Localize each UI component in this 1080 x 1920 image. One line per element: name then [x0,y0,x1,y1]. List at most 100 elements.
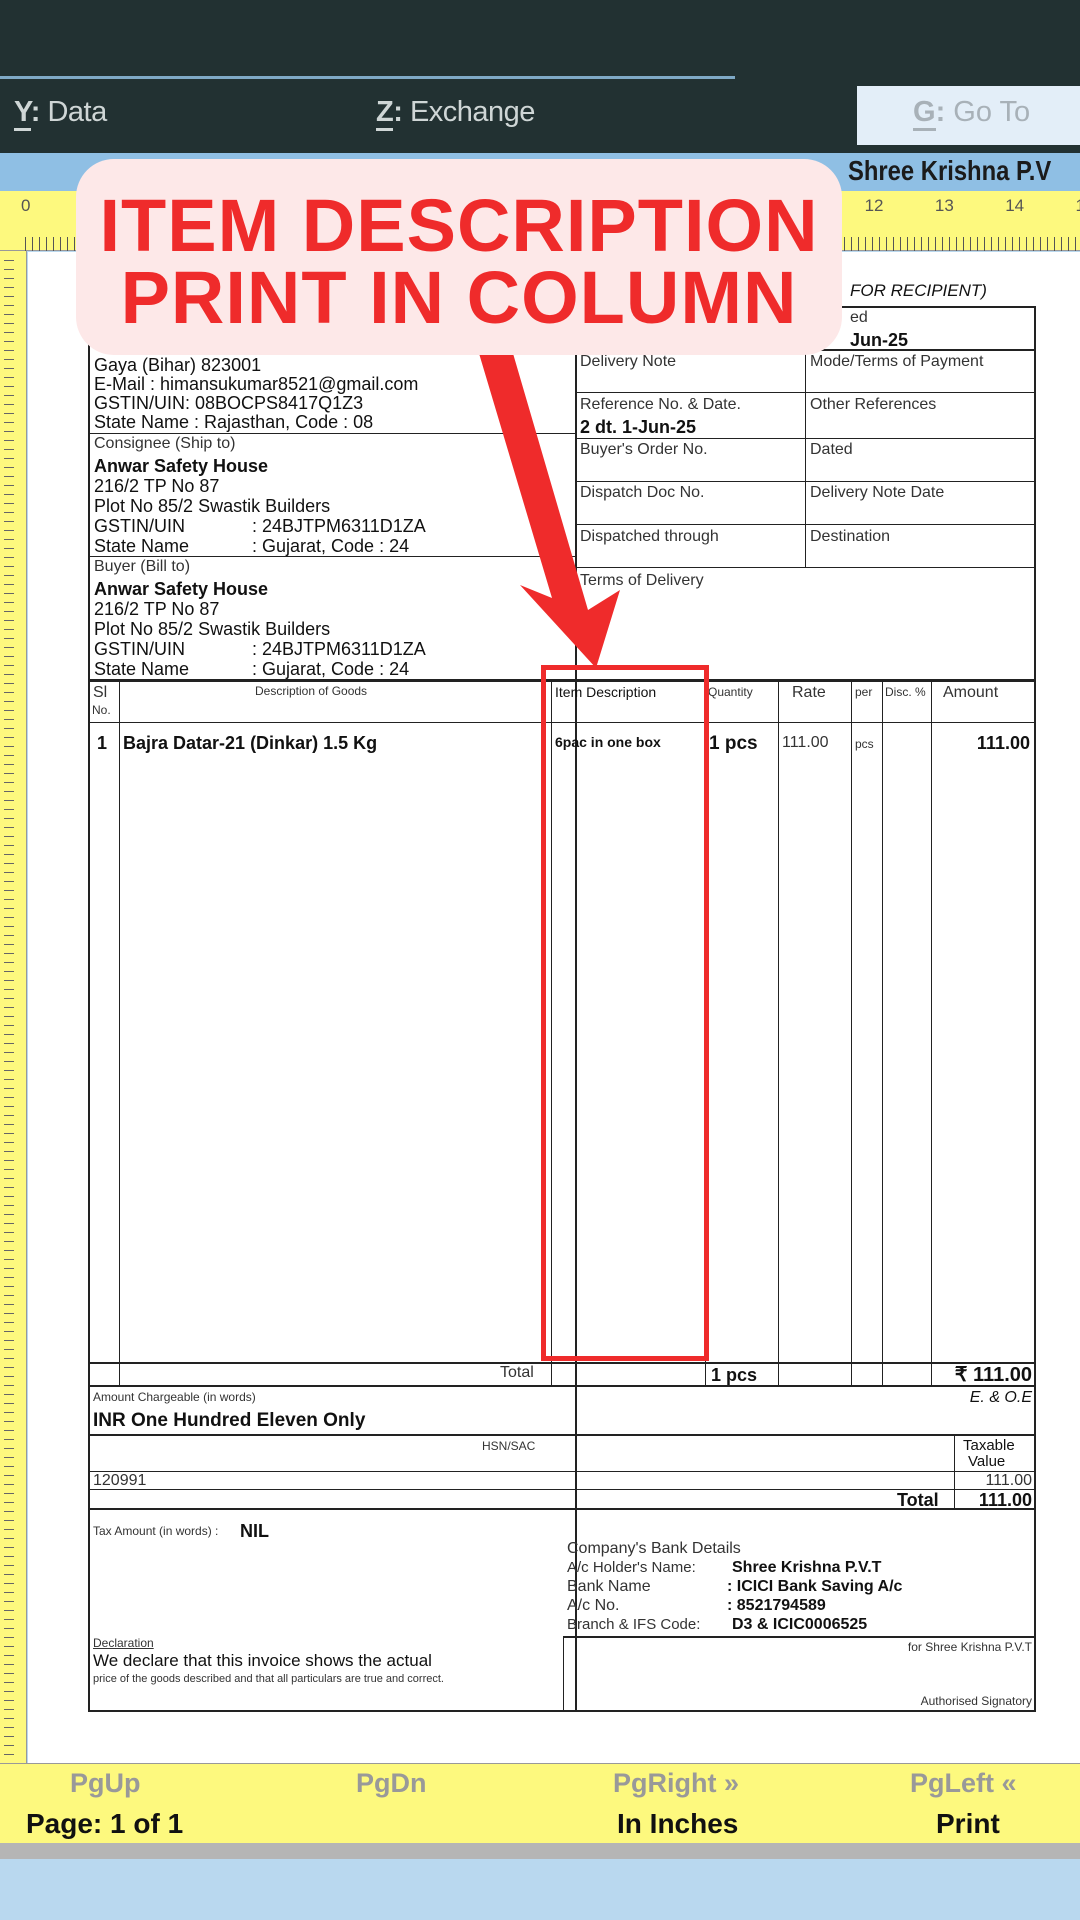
header-per: per [855,685,873,699]
divider [563,1636,1035,1638]
seller-state: State Name : Rajasthan, Code : 08 [94,412,374,432]
goto-button[interactable]: G: Go To [857,86,1080,145]
header-disc: Disc. % [885,685,926,699]
border-right [1034,306,1036,1712]
buyer-gstin: : 24BJTPM6311D1ZA [252,639,426,659]
declaration-label: Declaration [93,1636,154,1650]
header-sl-no: No. [92,703,111,717]
buyer-addr2: Plot No 85/2 Swastik Builders [94,619,331,639]
pgright-button[interactable]: PgRight » [613,1768,739,1798]
dispatched-through-label: Dispatched through [580,528,719,545]
divider [88,1508,1036,1510]
copy-label: FOR RECIPIENT) [850,281,987,300]
col-line [882,680,883,1386]
delivery-note-date-label: Delivery Note Date [810,484,945,501]
consignee-name: Anwar Safety House [94,456,269,476]
destination-label: Destination [810,528,891,545]
col-line [778,680,779,1386]
divider [88,1471,1036,1472]
divider [575,567,1035,568]
hsn-value: 111.00 [985,1472,1032,1489]
dated-label: ed [850,309,868,326]
colon: : [393,96,403,128]
divider [575,481,1035,482]
row-rate: 111.00 [782,734,829,751]
bank-name-label: Bank Name [567,1578,651,1595]
menu-data-label: Data [47,96,107,128]
divider [88,433,576,434]
tax-words: NIL [240,1521,269,1541]
pgdn-button[interactable]: PgDn [356,1768,427,1798]
menu-exchange[interactable]: Z: Exchange [376,96,535,131]
row-amount: 111.00 [976,733,1030,753]
toolbar-divider [0,76,735,79]
seller-gstin: GSTIN/UIN: 08BOCPS8417Q1Z3 [94,393,364,413]
banner-line2: PRINT IN COLUMN [120,256,798,339]
hsn-total-label: Total [897,1490,939,1510]
highlight-box [541,665,709,1361]
hsn-code: 120991 [93,1472,147,1489]
row-description: Bajra Datar-21 (Dinkar) 1.5 Kg [123,733,378,753]
header-rate: Rate [792,684,826,701]
bank-branch-label: Branch & IFS Code: [567,1616,701,1633]
ruler-number: 0 [21,196,31,215]
declaration-line2: price of the goods described and that al… [93,1673,444,1685]
bank-name: : ICICI Bank Saving A/c [727,1578,903,1595]
header-item-description: Item Description [555,684,657,700]
annotation-banner: ITEM DESCRIPTION PRINT IN COLUMN [76,159,842,355]
dispatch-doc-label: Dispatch Doc No. [580,484,705,501]
row-item-description: 6pac in one box [555,734,661,750]
row-per: pcs [855,737,874,751]
header-sl: Sl [93,684,108,701]
buyer-label: Buyer (Bill to) [94,558,191,575]
divider [88,556,576,557]
ruler-number: 13 [934,196,954,215]
border-top-right [575,306,577,1711]
border-bottom [88,1710,1036,1712]
page-indicator: Page: 1 of 1 [26,1808,184,1839]
total-quantity: 1 pcs [711,1365,758,1385]
status-strip [0,1843,1080,1859]
mode-terms-label: Mode/Terms of Payment [810,353,984,370]
divider [575,438,1035,439]
pgleft-button[interactable]: PgLeft « [910,1768,1017,1798]
vertical-ruler-ticks [4,260,14,1760]
menu-exchange-key: Z [376,96,394,131]
header-amount: Amount [943,684,999,701]
header-quantity: Quantity [708,685,753,699]
bank-holder-label: A/c Holder's Name: [567,1559,696,1576]
pgup-button[interactable]: PgUp [70,1768,141,1798]
table-top-line [88,679,1036,682]
banner-line1: ITEM DESCRIPTION [99,184,819,267]
divider [88,1489,1036,1490]
ruler-number: 14 [1005,196,1025,215]
divider [575,392,1035,393]
terms-delivery-label: Terms of Delivery [580,572,704,589]
buyer-name: Anwar Safety House [94,579,269,599]
row-quantity: 1 pcs [709,733,758,754]
consignee-addr1: 216/2 TP No 87 [94,476,220,496]
table-bottom-line [88,1385,1036,1387]
consignee-state: : Gujarat, Code : 24 [252,536,410,556]
col-line [551,680,552,1386]
authorised-signatory: Authorised Signatory [920,1694,1032,1708]
colon: : [30,96,41,128]
divider [805,306,806,567]
bank-acc-label: A/c No. [567,1597,620,1614]
reference-value: 2 dt. 1-Jun-25 [580,417,697,437]
print-button[interactable]: Print [936,1808,1000,1839]
buyer-state: : Gujarat, Code : 24 [252,659,410,679]
menu-data-key: Y [14,96,31,131]
units-button[interactable]: In Inches [617,1808,739,1839]
menu-data[interactable]: Y: Data [14,96,107,131]
company-name: Shree Krishna P.V [848,155,1052,186]
seller-address: Gaya (Bihar) 823001 [94,355,262,375]
declaration-line1: We declare that this invoice shows the a… [93,1651,432,1670]
hsn-total: 111.00 [978,1490,1032,1510]
delivery-note-label: Delivery Note [580,353,677,370]
consignee-label: Consignee (Ship to) [94,435,236,452]
eoe-label: E. & O.E [969,1389,1032,1406]
consignee-gstin-label: GSTIN/UIN [94,516,186,536]
footer-bar [0,1763,1080,1843]
colon: : [935,96,946,128]
